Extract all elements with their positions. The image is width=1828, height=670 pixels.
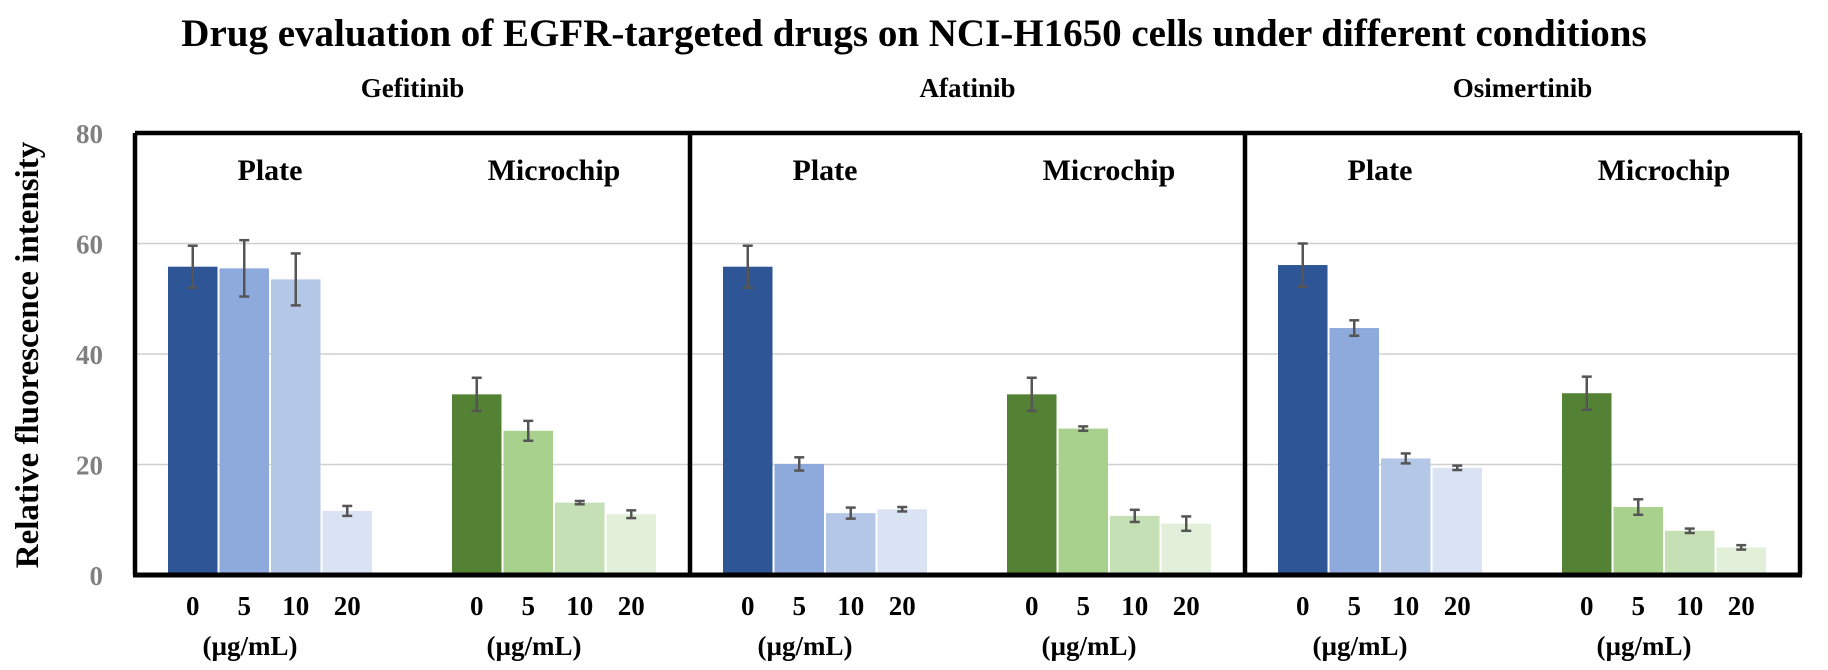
x-tick-label: 10 (1392, 591, 1419, 621)
bar (503, 430, 553, 575)
bar (1110, 515, 1160, 575)
bar (1278, 265, 1328, 575)
gridlines (135, 132, 1800, 466)
y-axis-label: Relative fluorescence intensity (10, 141, 46, 568)
chart-title: Drug evaluation of EGFR-targeted drugs o… (181, 12, 1646, 55)
bar (271, 279, 321, 575)
unit-label: (µg/mL) (1041, 631, 1136, 661)
group-label: Plate (793, 154, 858, 187)
x-tick-label: 0 (470, 591, 484, 621)
x-tick-label: 10 (1676, 591, 1703, 621)
bar (826, 513, 876, 575)
y-tick-label: 40 (76, 340, 103, 370)
unit-label: (µg/mL) (1596, 631, 1691, 661)
bar (1716, 547, 1766, 575)
bar (723, 266, 773, 575)
x-tick-label: 0 (1580, 591, 1594, 621)
bar (774, 463, 824, 575)
bar (168, 266, 218, 575)
x-tick-label: 0 (1296, 591, 1310, 621)
bar (322, 510, 372, 575)
x-tick-label: 0 (186, 591, 200, 621)
group-label: Plate (1348, 154, 1413, 187)
y-tick-label: 60 (76, 230, 103, 260)
unit-label: (µg/mL) (1312, 631, 1407, 661)
unit-label: (µg/mL) (757, 631, 852, 661)
x-tick-label: 20 (334, 591, 361, 621)
y-tick-label: 20 (76, 451, 103, 481)
panel-title: Afatinib (919, 73, 1015, 103)
x-tick-label: 20 (1173, 591, 1200, 621)
x-tick-label: 5 (522, 591, 536, 621)
x-tick-label: 20 (889, 591, 916, 621)
x-tick-label: 0 (1025, 591, 1039, 621)
bar (606, 514, 656, 575)
bar (1562, 393, 1612, 575)
group-label: Microchip (1598, 154, 1731, 187)
x-tick-label: 0 (741, 591, 755, 621)
bar (1432, 467, 1482, 575)
x-tick-label: 5 (238, 591, 252, 621)
bar (1381, 458, 1431, 575)
group-label: Plate (238, 154, 303, 187)
group-label: Microchip (1043, 154, 1176, 187)
bar (1613, 507, 1663, 575)
bar (1161, 523, 1211, 575)
x-tick-label: 10 (566, 591, 593, 621)
group-label: Microchip (488, 154, 621, 187)
bar (555, 502, 605, 575)
x-tick-label: 10 (282, 591, 309, 621)
axes-layer (132, 130, 1803, 578)
labels-layer: 0 20 40 60 80 Gefitinib Plate 0 5 10 20 (µg/mL) Micr… (76, 73, 1755, 661)
panel-title: Osimertinib (1453, 73, 1593, 103)
unit-label: (µg/mL) (202, 631, 297, 661)
y-tick-label: 80 (76, 119, 103, 149)
x-tick-label: 5 (793, 591, 807, 621)
panel-title: Gefitinib (361, 73, 465, 103)
bars-layer (168, 238, 1766, 575)
x-tick-label: 5 (1077, 591, 1091, 621)
bar (1329, 328, 1379, 575)
unit-label: (µg/mL) (486, 631, 581, 661)
bar (219, 268, 269, 575)
x-tick-label: 20 (1728, 591, 1755, 621)
x-tick-label: 10 (1121, 591, 1148, 621)
y-tick-label: 0 (90, 561, 104, 591)
bar (1058, 428, 1108, 575)
x-tick-label: 5 (1632, 591, 1646, 621)
x-tick-label: 20 (618, 591, 645, 621)
bar (1665, 530, 1715, 575)
x-tick-label: 5 (1348, 591, 1362, 621)
x-tick-label: 10 (837, 591, 864, 621)
x-tick-label: 20 (1444, 591, 1471, 621)
bar (877, 509, 927, 575)
bar (1007, 394, 1057, 575)
bar (452, 394, 502, 575)
